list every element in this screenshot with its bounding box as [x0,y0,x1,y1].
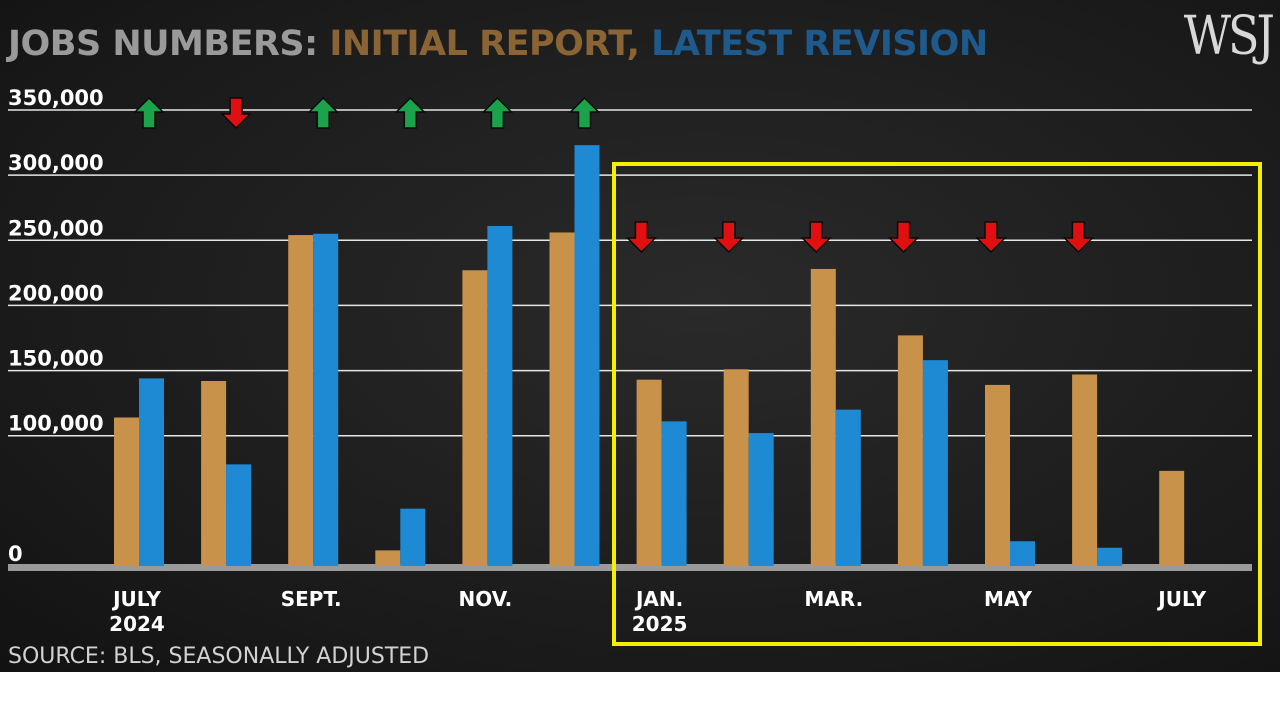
arrow-down-icon [975,221,1007,254]
revision-arrows [133,96,1095,254]
bar-initial [723,369,749,566]
y-tick-label: 100,000 [8,412,104,436]
arrow-up-icon [568,96,601,129]
arrow-up-icon [481,96,514,129]
title-initial-report: INITIAL REPORT, [329,24,640,64]
bar-revision [226,464,252,566]
x-tick-label: MAR. [804,587,863,611]
x-tick-label: MAY [984,587,1032,611]
arrow-down-icon [887,221,920,254]
x-tick-label: JAN. [634,587,683,611]
bar-initial [201,380,227,566]
y-tick-label: 300,000 [8,151,104,175]
arrow-down-icon [625,221,658,254]
x-tick-label: 2024 [109,612,165,636]
arrow-down-icon [712,221,745,254]
bar-initial [985,384,1010,566]
y-tick-label: 150,000 [8,347,104,371]
bar-revision [835,409,861,566]
bar-initial [375,550,401,566]
arrow-down-icon [1062,221,1095,254]
arrow-up-icon [394,96,427,129]
y-tick-label: 250,000 [8,216,104,240]
y-tick-label: 350,000 [8,86,104,110]
bar-initial [288,235,314,566]
x-axis-baseline [8,564,1252,571]
arrow-up-icon [133,96,165,129]
bar-revision [661,421,687,566]
x-tick-label: 2025 [632,612,688,636]
x-tick-label: JULY [1156,587,1206,611]
bar-revision [574,145,600,567]
bar-revision [1010,541,1035,566]
title-jobs-numbers: JOBS NUMBERS: [8,24,318,64]
chart-title: JOBS NUMBERS: INITIAL REPORT, LATEST REV… [8,24,988,64]
bar-revision [1097,547,1123,566]
gridlines [8,109,1252,571]
bar-initial [462,270,488,566]
x-tick-label: SEPT. [281,587,342,611]
bars [114,145,1185,567]
bar-revision [748,433,774,566]
x-tick-label: NOV. [459,587,513,611]
bar-initial [549,232,575,566]
bar-revision [139,378,164,566]
title-latest-revision: LATEST REVISION [651,24,988,64]
chart-frame: JOBS NUMBERS: INITIAL REPORT, LATEST REV… [0,0,1280,672]
source-note: SOURCE: BLS, SEASONALLY ADJUSTED [8,644,430,669]
bar-chart: 0 100,000 150,000 200,000 250,000 300,000 350,… [8,86,1262,646]
bar-initial [114,417,139,566]
arrow-down-icon [800,221,833,254]
bar-revision [922,360,948,566]
bar-initial [810,268,836,566]
bar-initial [636,379,662,566]
y-axis-ticks: 0 100,000 150,000 200,000 250,000 300,000 350,… [8,86,104,566]
bar-revision [313,233,339,566]
bar-initial [1072,374,1098,566]
highlight-box [612,162,1262,646]
bar-revision [400,508,426,566]
bar-revision [487,225,513,566]
arrow-down-icon [220,97,252,130]
wsj-logo: WSJ [1183,4,1275,67]
y-tick-label: 0 [8,542,23,566]
bar-initial [897,335,923,566]
y-tick-label: 200,000 [8,281,104,305]
bar-initial [1159,470,1185,566]
arrow-up-icon [307,96,340,129]
x-tick-label: JULY [111,587,161,611]
